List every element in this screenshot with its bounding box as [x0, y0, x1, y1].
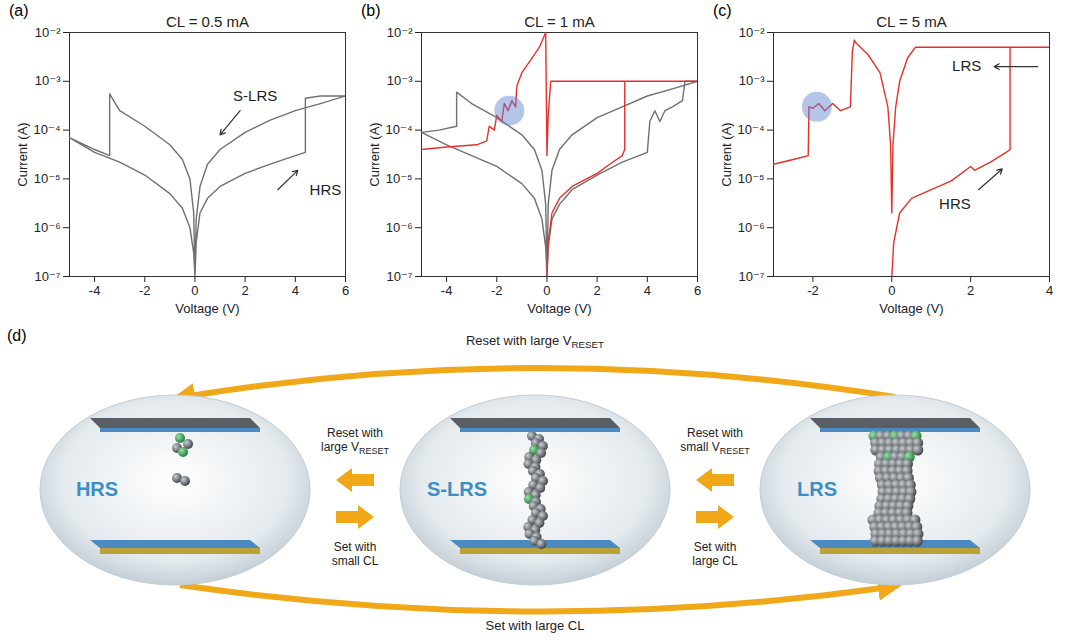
svg-text:10⁻⁵: 10⁻⁵	[34, 171, 61, 186]
svg-text:10⁻⁵: 10⁻⁵	[738, 171, 765, 186]
svg-text:10⁻²: 10⁻²	[387, 25, 413, 40]
svg-text:-4: -4	[441, 283, 453, 298]
svg-text:Voltage (V): Voltage (V)	[879, 301, 943, 316]
svg-text:Set with large CL: Set with large CL	[486, 618, 585, 633]
svg-text:Reset withsmall VRESET: Reset withsmall VRESET	[680, 426, 750, 456]
svg-text:S-LRS: S-LRS	[427, 478, 487, 500]
svg-text:4: 4	[644, 283, 651, 298]
svg-text:Current (A): Current (A)	[367, 122, 382, 186]
svg-text:-2: -2	[491, 283, 503, 298]
svg-text:Reset withlarge VRESET: Reset withlarge VRESET	[321, 426, 390, 456]
svg-text:(d): (d)	[7, 327, 27, 344]
svg-text:10⁻⁷: 10⁻⁷	[738, 269, 764, 284]
svg-text:10⁻⁴: 10⁻⁴	[386, 122, 413, 137]
html-text:(c): (c)	[713, 2, 732, 19]
svg-text:10⁻⁷: 10⁻⁷	[34, 269, 60, 284]
svg-text:4: 4	[292, 283, 299, 298]
svg-text:HRS: HRS	[76, 478, 118, 500]
svg-text:6: 6	[694, 283, 701, 298]
svg-text:10⁻⁶: 10⁻⁶	[34, 220, 61, 235]
svg-text:10⁻²: 10⁻²	[35, 25, 61, 40]
svg-text:0: 0	[543, 283, 550, 298]
svg-text:0: 0	[191, 283, 198, 298]
svg-text:10⁻⁴: 10⁻⁴	[738, 122, 765, 137]
svg-text:Voltage (V): Voltage (V)	[175, 301, 239, 316]
svg-text:10⁻⁴: 10⁻⁴	[34, 122, 61, 137]
svg-text:HRS: HRS	[939, 195, 971, 212]
svg-text:10⁻⁵: 10⁻⁵	[386, 171, 413, 186]
svg-text:6: 6	[342, 283, 349, 298]
svg-text:10⁻³: 10⁻³	[387, 73, 413, 88]
html-text:(a): (a)	[9, 2, 29, 19]
svg-text:10⁻⁶: 10⁻⁶	[386, 220, 413, 235]
svg-text:-2: -2	[139, 283, 151, 298]
svg-text:HRS: HRS	[310, 181, 342, 198]
svg-text:CL = 0.5 mA: CL = 0.5 mA	[166, 13, 249, 30]
svg-text:LRS: LRS	[797, 478, 837, 500]
svg-text:2: 2	[594, 283, 601, 298]
svg-text:Reset with large VRESET: Reset with large VRESET	[466, 333, 604, 350]
svg-text:-2: -2	[807, 283, 819, 298]
html-text:(b): (b)	[361, 2, 381, 19]
svg-text:2: 2	[242, 283, 249, 298]
svg-text:10⁻²: 10⁻²	[739, 25, 765, 40]
svg-text:10⁻⁷: 10⁻⁷	[386, 269, 412, 284]
svg-text:2: 2	[967, 283, 974, 298]
svg-text:Voltage (V): Voltage (V)	[527, 301, 591, 316]
svg-text:4: 4	[1046, 283, 1053, 298]
svg-text:S-LRS: S-LRS	[233, 87, 277, 104]
svg-text:LRS: LRS	[952, 57, 981, 74]
svg-text:10⁻³: 10⁻³	[35, 73, 61, 88]
svg-text:10⁻⁶: 10⁻⁶	[738, 220, 765, 235]
svg-text:-4: -4	[89, 283, 101, 298]
svg-text:Set withsmall CL: Set withsmall CL	[332, 540, 379, 568]
svg-text:CL = 5 mA: CL = 5 mA	[876, 13, 947, 30]
svg-text:Current (A): Current (A)	[15, 122, 30, 186]
svg-text:CL = 1 mA: CL = 1 mA	[524, 13, 595, 30]
svg-text:0: 0	[888, 283, 895, 298]
svg-text:Current (A): Current (A)	[719, 122, 734, 186]
svg-text:Set withlarge CL: Set withlarge CL	[692, 540, 738, 568]
svg-text:10⁻³: 10⁻³	[739, 73, 765, 88]
